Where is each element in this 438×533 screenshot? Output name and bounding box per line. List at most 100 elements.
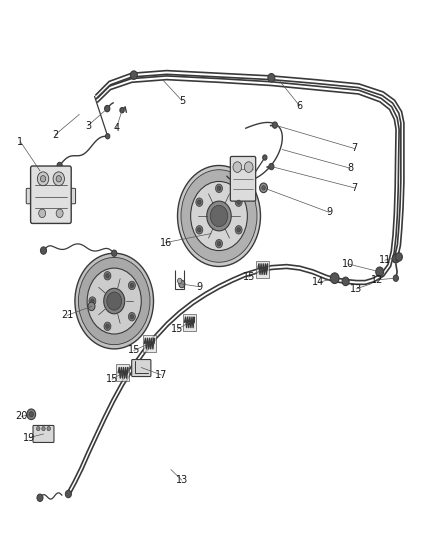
- Text: 2: 2: [52, 130, 58, 140]
- Text: 4: 4: [113, 123, 120, 133]
- Circle shape: [37, 172, 49, 185]
- FancyBboxPatch shape: [26, 188, 34, 204]
- Circle shape: [393, 275, 399, 281]
- Text: 5: 5: [179, 95, 185, 106]
- Circle shape: [181, 169, 257, 262]
- Circle shape: [269, 164, 274, 169]
- Circle shape: [198, 228, 201, 232]
- Circle shape: [233, 162, 242, 172]
- Circle shape: [106, 134, 110, 139]
- Circle shape: [128, 281, 135, 289]
- Circle shape: [196, 198, 203, 206]
- Circle shape: [53, 172, 64, 185]
- Circle shape: [27, 409, 35, 419]
- Circle shape: [392, 254, 399, 263]
- Circle shape: [37, 494, 43, 502]
- Circle shape: [75, 253, 153, 349]
- Circle shape: [260, 183, 268, 192]
- FancyBboxPatch shape: [230, 157, 256, 201]
- Circle shape: [177, 278, 182, 284]
- Text: 15: 15: [127, 345, 140, 356]
- Circle shape: [272, 122, 278, 128]
- Circle shape: [217, 186, 221, 190]
- Circle shape: [330, 273, 339, 284]
- Circle shape: [217, 241, 221, 246]
- Circle shape: [262, 185, 265, 190]
- Circle shape: [263, 155, 267, 160]
- FancyBboxPatch shape: [31, 166, 71, 223]
- Circle shape: [392, 254, 399, 263]
- Circle shape: [104, 288, 125, 314]
- Circle shape: [65, 490, 71, 498]
- Circle shape: [40, 175, 46, 182]
- Circle shape: [40, 247, 46, 254]
- Circle shape: [120, 108, 124, 113]
- FancyBboxPatch shape: [117, 365, 130, 381]
- Circle shape: [244, 162, 253, 172]
- Circle shape: [235, 225, 242, 234]
- Text: 19: 19: [23, 433, 35, 443]
- Text: 9: 9: [196, 282, 202, 292]
- FancyBboxPatch shape: [143, 335, 155, 352]
- FancyBboxPatch shape: [183, 314, 196, 331]
- Circle shape: [210, 205, 228, 227]
- Circle shape: [88, 302, 95, 311]
- Text: 17: 17: [155, 370, 168, 380]
- Text: 15: 15: [171, 324, 184, 334]
- Circle shape: [128, 312, 135, 321]
- Circle shape: [39, 209, 46, 217]
- Circle shape: [235, 198, 242, 206]
- Circle shape: [87, 268, 141, 334]
- Text: 15: 15: [106, 374, 118, 384]
- Text: 12: 12: [371, 275, 383, 285]
- Circle shape: [106, 273, 109, 278]
- Circle shape: [237, 228, 240, 232]
- Circle shape: [177, 165, 261, 266]
- Circle shape: [198, 200, 201, 204]
- Text: 9: 9: [326, 207, 332, 217]
- Circle shape: [89, 297, 96, 305]
- Circle shape: [207, 201, 231, 231]
- Circle shape: [342, 277, 349, 286]
- Circle shape: [130, 314, 134, 319]
- Circle shape: [179, 280, 185, 288]
- Circle shape: [47, 426, 50, 431]
- Text: 14: 14: [312, 278, 325, 287]
- Circle shape: [196, 225, 203, 234]
- Circle shape: [268, 74, 275, 82]
- Text: 11: 11: [379, 255, 391, 265]
- Text: 13: 13: [350, 284, 363, 294]
- Circle shape: [104, 322, 111, 330]
- Circle shape: [57, 163, 62, 168]
- Circle shape: [215, 184, 223, 192]
- Circle shape: [107, 292, 122, 310]
- Text: 13: 13: [176, 475, 188, 485]
- Circle shape: [42, 426, 45, 431]
- Text: 7: 7: [351, 183, 357, 193]
- Circle shape: [56, 209, 63, 217]
- Circle shape: [105, 106, 110, 112]
- Text: 6: 6: [297, 101, 303, 111]
- Text: 21: 21: [61, 310, 73, 320]
- Text: 3: 3: [85, 120, 91, 131]
- Circle shape: [131, 71, 138, 79]
- Circle shape: [106, 324, 109, 328]
- Circle shape: [191, 181, 247, 251]
- Text: 1: 1: [17, 136, 23, 147]
- Text: 8: 8: [347, 163, 353, 173]
- Circle shape: [215, 239, 223, 248]
- Circle shape: [104, 271, 111, 280]
- Circle shape: [91, 299, 94, 303]
- FancyBboxPatch shape: [132, 360, 151, 376]
- Circle shape: [396, 253, 403, 261]
- Circle shape: [112, 250, 117, 256]
- Circle shape: [376, 267, 384, 277]
- Text: 16: 16: [159, 238, 172, 247]
- Text: 15: 15: [243, 272, 255, 282]
- Circle shape: [78, 257, 150, 345]
- Text: 7: 7: [351, 143, 357, 154]
- FancyBboxPatch shape: [256, 261, 269, 278]
- FancyBboxPatch shape: [68, 188, 76, 204]
- Text: 10: 10: [342, 259, 354, 269]
- Circle shape: [130, 284, 134, 288]
